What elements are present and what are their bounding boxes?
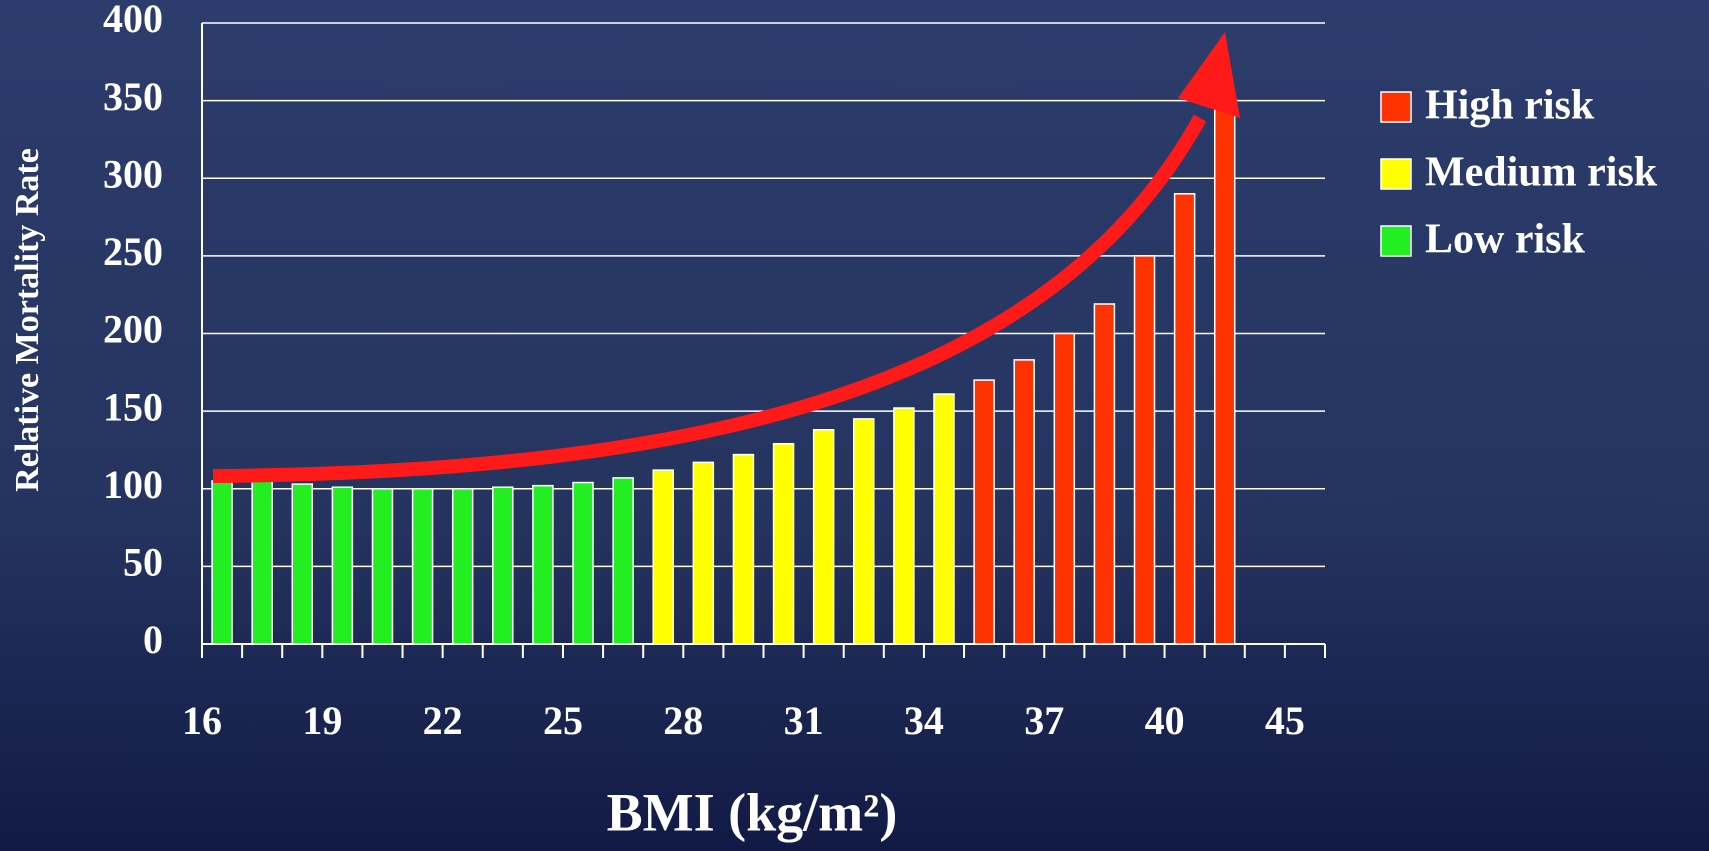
x-tick-label: 22 (423, 698, 463, 743)
bar (1014, 360, 1034, 644)
bar (894, 408, 914, 644)
x-tick-label: 40 (1145, 698, 1185, 743)
bar (533, 486, 553, 644)
y-tick-label: 250 (103, 229, 163, 274)
x-tick-label: 28 (663, 698, 703, 743)
legend-label: Medium risk (1425, 150, 1658, 196)
bar (1094, 304, 1114, 644)
legend-label: Low risk (1425, 217, 1586, 263)
y-axis-title: Relative Mortality Rate (9, 148, 46, 492)
page: {"chart_data": {"type": "bar", "y_label"… (0, 0, 1709, 851)
y-tick-label: 100 (103, 462, 163, 507)
bar (693, 462, 713, 644)
bar (934, 394, 954, 644)
y-tick-label: 150 (103, 384, 163, 429)
bar (653, 470, 673, 644)
x-axis-title: BMI (kg/m²) (607, 782, 898, 842)
chart: Relative Mortality Rate BMI (kg/m²) 0 50 1… (0, 0, 1709, 851)
bar (493, 487, 513, 644)
bar (453, 489, 473, 644)
x-tick-label: 19 (302, 698, 342, 743)
y-tick-label: 300 (103, 151, 163, 196)
bar (332, 487, 352, 644)
bar (413, 489, 433, 644)
x-tick-label: 16 (182, 698, 222, 743)
legend-label: High risk (1425, 83, 1595, 129)
legend-swatch (1381, 92, 1411, 122)
legend-swatch (1381, 159, 1411, 189)
x-tick-label: 25 (543, 698, 583, 743)
bar (1054, 334, 1074, 645)
x-tick-label: 45 (1265, 698, 1305, 743)
bar (1135, 256, 1155, 644)
x-tick-label: 37 (1024, 698, 1064, 743)
bar (573, 483, 593, 644)
bar (774, 444, 794, 644)
bar (613, 478, 633, 644)
bar (1215, 101, 1235, 644)
y-tick-label: 0 (143, 617, 163, 662)
y-tick-label: 350 (103, 74, 163, 119)
bar (733, 455, 753, 644)
bar (372, 489, 392, 644)
bar (292, 484, 312, 644)
bar (974, 380, 994, 644)
x-tick-label: 34 (904, 698, 944, 743)
bar (252, 481, 272, 644)
bar (1175, 194, 1195, 644)
y-tick-label: 200 (103, 307, 163, 352)
bar (854, 419, 874, 644)
legend-swatch (1381, 226, 1411, 256)
x-tick-label: 31 (784, 698, 824, 743)
bar (814, 430, 834, 644)
y-tick-label: 400 (103, 0, 163, 41)
bar (212, 481, 232, 644)
y-tick-label: 50 (123, 540, 163, 585)
